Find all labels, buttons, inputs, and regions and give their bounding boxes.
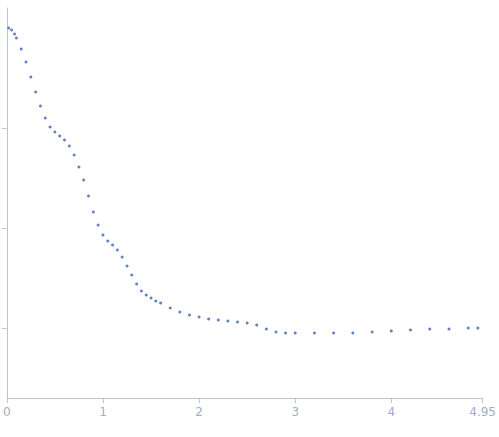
svg-text:4.95: 4.95: [469, 405, 496, 419]
svg-text:2: 2: [195, 405, 203, 419]
svg-text:3: 3: [291, 405, 299, 419]
svg-text:0: 0: [3, 405, 11, 419]
svg-text:1: 1: [99, 405, 107, 419]
svg-text:4: 4: [388, 405, 396, 419]
